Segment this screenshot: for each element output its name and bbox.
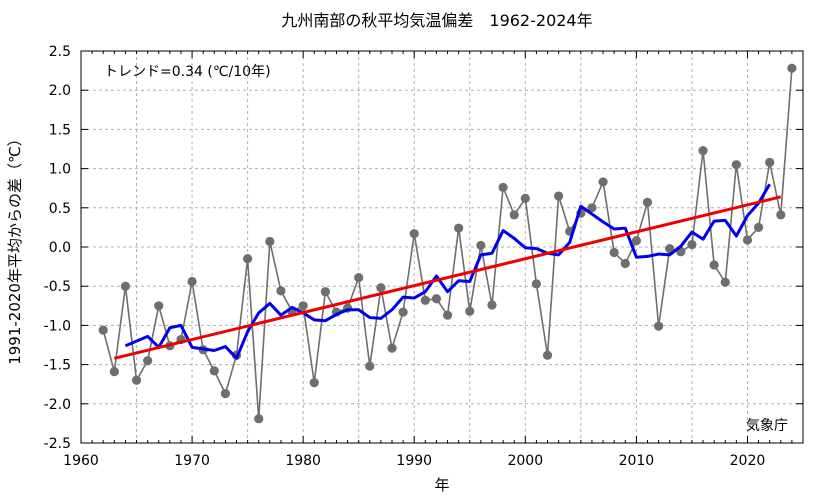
annual-anomaly-point <box>520 193 530 203</box>
annual-anomaly-point <box>431 294 442 304</box>
y-tick-label: 2.5 <box>49 44 71 60</box>
annual-anomaly-point <box>320 287 330 297</box>
annual-anomaly-point <box>409 229 419 239</box>
annual-anomaly-point <box>243 254 253 264</box>
annual-anomaly-point <box>387 343 397 353</box>
y-tick-label: 1.5 <box>49 122 71 138</box>
annual-anomaly-point <box>665 243 675 254</box>
y-tick-label: 0.0 <box>49 240 71 256</box>
annual-anomaly-point <box>620 258 630 269</box>
y-tick-label: -1.0 <box>44 318 71 334</box>
series-layer <box>98 63 797 424</box>
annual-anomaly-point <box>354 272 364 283</box>
y-axis-title: 1991-2020年平均からの差（℃） <box>6 131 24 365</box>
x-tick-label: 1990 <box>396 453 432 469</box>
x-tick-label: 2000 <box>507 453 543 469</box>
annual-anomaly-point <box>254 414 264 424</box>
trend-annotation: トレンド=0.34 (℃/10年) <box>104 64 271 80</box>
annual-anomaly-point <box>587 203 597 213</box>
annual-anomaly-point <box>765 157 775 167</box>
annual-anomaly-point <box>187 276 197 287</box>
annual-anomaly-point <box>265 236 275 247</box>
annual-anomaly-point <box>120 281 131 291</box>
annual-anomaly-point <box>487 300 497 310</box>
x-tick-label: 2010 <box>619 453 655 469</box>
x-tick-label: 1970 <box>174 453 210 469</box>
annual-anomaly-point <box>398 307 408 317</box>
annual-anomaly-point <box>498 182 508 193</box>
annual-anomaly-point <box>531 279 542 289</box>
x-tick-label: 2020 <box>730 453 766 469</box>
annual-anomaly-point <box>420 295 430 305</box>
annual-anomaly-point <box>609 247 619 258</box>
y-tick-label: -0.5 <box>44 279 71 295</box>
annual-anomaly-point <box>131 375 142 385</box>
x-tick-label: 1980 <box>285 453 321 469</box>
annual-anomaly-point <box>654 321 664 331</box>
annual-anomaly-point <box>687 240 697 250</box>
annual-anomaly-point <box>598 177 608 187</box>
annual-anomaly-point <box>720 277 730 287</box>
annual-anomaly-point <box>365 361 375 371</box>
annual-anomaly-point <box>731 160 741 170</box>
annual-anomaly-point <box>753 222 764 232</box>
annual-anomaly-point <box>776 210 786 220</box>
annual-anomaly-point <box>220 389 230 399</box>
annual-anomaly-point <box>98 325 108 335</box>
annual-anomaly-point <box>476 240 486 251</box>
annual-anomaly-point <box>442 310 453 320</box>
annual-anomaly-point <box>465 306 475 316</box>
x-axis-title: 年 <box>434 476 449 494</box>
annual-anomaly-point <box>154 301 164 311</box>
y-tick-label: 0.5 <box>49 201 71 217</box>
x-tick-label: 1960 <box>63 453 99 469</box>
annual-anomaly-point <box>209 366 219 376</box>
y-tick-label: -1.5 <box>44 358 71 374</box>
tick-layer: 1960 1970 1980 1990 2000 2010 2020 -2.5 -2.0 -1.5… <box>44 44 804 469</box>
annual-anomaly-point <box>109 367 119 377</box>
chart-title: 九州南部の秋平均気温偏差 1962-2024年 <box>281 11 592 30</box>
annual-anomaly-point <box>298 301 308 311</box>
moving-average-line <box>124 183 771 360</box>
annual-anomaly-point <box>454 223 464 233</box>
grid-layer <box>81 51 803 443</box>
y-tick-label: 1.0 <box>49 162 71 178</box>
trend-line <box>113 195 782 360</box>
annual-anomaly-point <box>143 356 153 366</box>
annual-anomaly-point <box>554 191 564 201</box>
annual-anomaly-point <box>631 236 641 246</box>
annual-anomaly-point <box>742 235 753 245</box>
annual-anomaly-point <box>309 378 319 388</box>
annual-anomaly-point <box>276 286 286 296</box>
annual-anomaly-point <box>542 350 553 360</box>
annual-anomaly-point <box>642 197 653 207</box>
annual-anomaly-point <box>509 210 519 220</box>
annual-anomaly-point <box>709 260 719 270</box>
y-tick-label: -2.0 <box>44 397 71 413</box>
source-label: 気象庁 <box>746 418 788 434</box>
annual-anomaly-point <box>698 145 708 156</box>
y-tick-label: -2.5 <box>44 436 71 452</box>
annual-anomaly-point <box>376 283 386 293</box>
y-tick-label: 2.0 <box>49 83 71 99</box>
annual-anomaly-point <box>787 63 797 73</box>
